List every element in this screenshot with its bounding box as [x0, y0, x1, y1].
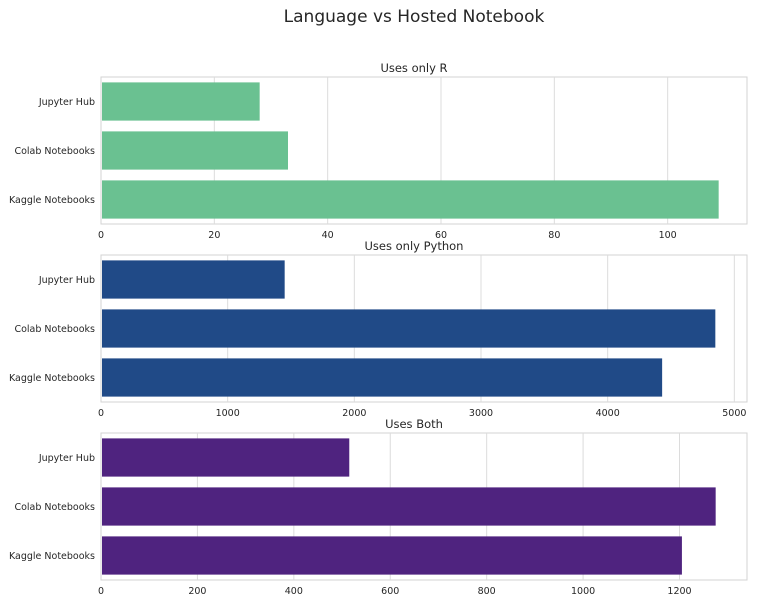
x-tick-label: 1000	[216, 408, 240, 419]
bar	[102, 438, 350, 477]
bar	[102, 260, 285, 299]
bar	[102, 82, 260, 121]
x-tick-label: 200	[188, 586, 206, 597]
x-tick-label: 0	[98, 586, 104, 597]
bar	[102, 131, 288, 170]
y-category-label: Kaggle Notebooks	[9, 551, 95, 562]
x-tick-label: 100	[659, 230, 677, 241]
bar	[102, 309, 716, 348]
panel-title: Uses only Python	[365, 239, 464, 253]
x-tick-label: 80	[548, 230, 560, 241]
y-category-label: Colab Notebooks	[14, 324, 95, 335]
x-tick-label: 400	[285, 586, 303, 597]
bar	[102, 536, 682, 575]
panel-title: Uses Both	[385, 417, 443, 431]
panel-title: Uses only R	[380, 61, 447, 75]
x-tick-label: 0	[98, 230, 104, 241]
bar	[102, 358, 663, 397]
figure-title: Language vs Hosted Notebook	[284, 7, 545, 27]
bar	[102, 487, 716, 526]
x-tick-label: 0	[98, 408, 104, 419]
x-tick-label: 4000	[596, 408, 620, 419]
x-tick-label: 5000	[722, 408, 746, 419]
y-category-label: Jupyter Hub	[38, 97, 95, 108]
y-category-label: Kaggle Notebooks	[9, 195, 95, 206]
x-tick-label: 20	[208, 230, 220, 241]
y-category-label: Jupyter Hub	[38, 275, 95, 286]
bar	[102, 180, 719, 219]
y-category-label: Kaggle Notebooks	[9, 373, 95, 384]
x-tick-label: 600	[381, 586, 399, 597]
y-category-label: Colab Notebooks	[14, 146, 95, 157]
x-tick-label: 3000	[469, 408, 493, 419]
y-category-label: Colab Notebooks	[14, 502, 95, 513]
y-category-label: Jupyter Hub	[38, 453, 95, 464]
x-tick-label: 60	[435, 230, 447, 241]
x-tick-label: 800	[478, 586, 496, 597]
x-tick-label: 2000	[342, 408, 366, 419]
x-tick-label: 1200	[667, 586, 691, 597]
x-tick-label: 1000	[571, 586, 595, 597]
x-tick-label: 40	[322, 230, 334, 241]
